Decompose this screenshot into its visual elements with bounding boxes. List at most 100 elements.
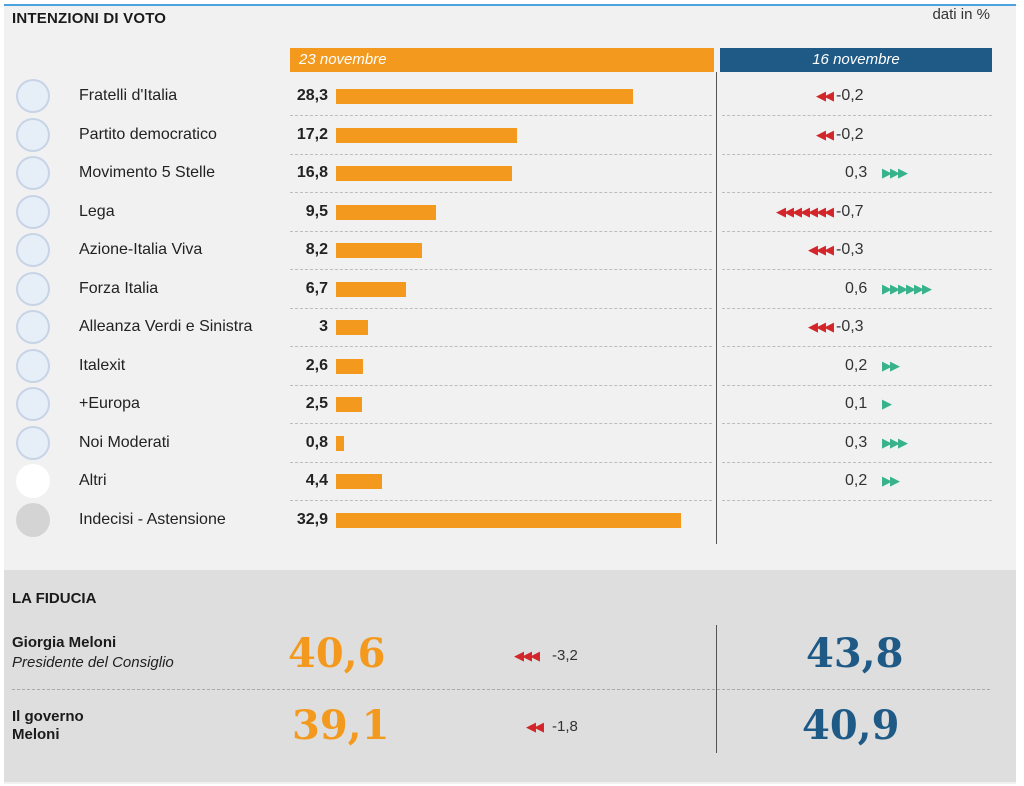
- noi-moderati-logo: [16, 425, 50, 460]
- change-value: 0,3: [845, 433, 868, 451]
- row-separator: [290, 384, 712, 386]
- row-separator: [722, 269, 992, 270]
- fiducia-current-meloni: 40,6: [288, 630, 386, 677]
- party-row: Forza Italia 6,7 0,6 ▶▶▶▶▶▶: [0, 270, 1012, 309]
- bar: [336, 166, 513, 181]
- blank-white-circle: [16, 464, 50, 498]
- party-name: Azione-Italia Viva: [79, 241, 203, 258]
- party-value: 16,8: [296, 164, 328, 181]
- row-separator: [722, 307, 992, 309]
- lega-logo: [16, 194, 50, 229]
- bar: [336, 243, 423, 258]
- bar: [336, 474, 383, 489]
- alleanza-verdi-sinistra-logo: [16, 310, 50, 344]
- row-separator: [722, 384, 992, 386]
- previous-date-header: 16 novembre: [720, 48, 992, 72]
- piu-europa-logo: [16, 387, 50, 421]
- bar: [336, 512, 682, 528]
- italexit-logo: [16, 348, 50, 383]
- party-name: Indecisi - Astensione: [79, 510, 226, 528]
- party-row: Azione-Italia Viva 8,2 -0,3 ◀◀◀: [0, 231, 1012, 270]
- party-name: Italexit: [79, 356, 126, 374]
- row-separator: [290, 461, 712, 463]
- party-value: 2,6: [305, 356, 328, 374]
- row-separator: [290, 192, 712, 193]
- column-divider: [716, 72, 717, 544]
- party-row: Lega 9,5 -0,7 ◀◀◀◀◀◀◀: [0, 193, 1012, 232]
- party-row: Indecisi - Astensione 32,9: [0, 501, 1012, 539]
- party-value: 28,3: [296, 87, 328, 104]
- row-separator: [722, 461, 992, 463]
- row-separator: [290, 307, 712, 309]
- party-value: 9,5: [305, 202, 328, 220]
- row-separator: [290, 423, 712, 424]
- fiducia-name-meloni: Giorgia Meloni: [12, 634, 117, 651]
- fiducia-name-governo-line1: Il governo: [12, 708, 84, 725]
- down-arrows-icon: ◀◀◀: [808, 242, 834, 257]
- row-separator: [722, 115, 992, 116]
- party-name: Fratelli d'Italia: [79, 87, 178, 104]
- down-arrows-icon: ◀◀◀◀◀◀◀: [776, 203, 834, 219]
- fiducia-down-arrows-governo: ◀◀: [526, 719, 544, 734]
- change-value: -0,7: [836, 202, 864, 220]
- fiducia-section: [4, 570, 1016, 782]
- row-separator: [290, 115, 712, 116]
- change-value: -0,3: [836, 318, 864, 335]
- fiducia-change-meloni: -3,2: [552, 647, 578, 664]
- party-row: Fratelli d'Italia 28,3 -0,2 ◀◀: [0, 77, 1012, 116]
- party-name: Movimento 5 Stelle: [79, 164, 216, 181]
- up-arrows-icon: ▶: [882, 396, 892, 411]
- party-row: Noi Moderati 0,8 0,3 ▶▶▶: [0, 424, 1012, 463]
- up-arrows-icon: ▶▶▶: [882, 165, 908, 180]
- forza-italia-logo: [16, 271, 50, 306]
- unit-note: dati in %: [932, 6, 990, 23]
- chart-title: INTENZIONI DI VOTO: [12, 10, 167, 27]
- fiducia-name-governo-line2: Meloni: [12, 726, 60, 743]
- party-name: Partito democratico: [79, 125, 217, 143]
- row-separator: [722, 500, 992, 501]
- fiducia-title: LA FIDUCIA: [12, 590, 97, 607]
- party-row: Movimento 5 Stelle 16,8 0,3 ▶▶▶: [0, 154, 1012, 193]
- party-name: Lega: [79, 202, 115, 220]
- party-row: Italexit 2,6 0,2 ▶▶: [0, 347, 1012, 386]
- party-row: Partito democratico 17,2 -0,2 ◀◀: [0, 116, 1012, 155]
- down-arrows-icon: ◀◀◀: [808, 319, 834, 334]
- up-arrows-icon: ▶▶: [882, 357, 900, 373]
- party-value: 0,8: [305, 433, 328, 451]
- row-separator: [722, 230, 992, 232]
- party-row: Altri 4,4 0,2 ▶▶: [0, 462, 1012, 501]
- party-value: 32,9: [296, 510, 328, 528]
- party-name: Forza Italia: [79, 279, 159, 297]
- down-arrows-icon: ◀◀: [816, 88, 834, 103]
- row-separator: [290, 500, 712, 501]
- movimento-5-stelle-logo: [16, 156, 50, 190]
- bar: [336, 204, 436, 220]
- blank-gray-circle: [16, 502, 50, 537]
- party-value: 17,2: [296, 125, 328, 143]
- fiducia-previous-meloni: 43,8: [806, 630, 904, 677]
- change-value: 0,2: [845, 356, 868, 374]
- party-name: Altri: [79, 472, 107, 489]
- down-arrows-icon: ◀◀: [816, 126, 834, 142]
- row-separator: [722, 153, 992, 155]
- bar: [336, 358, 364, 374]
- fiducia-previous-governo: 40,9: [802, 702, 900, 749]
- change-value: 0,2: [845, 472, 868, 489]
- bar: [336, 435, 345, 451]
- row-separator: [722, 192, 992, 193]
- change-value: 0,3: [845, 164, 868, 181]
- bar: [336, 89, 634, 104]
- fiducia-current-governo: 39,1: [292, 702, 390, 749]
- party-name: Noi Moderati: [79, 433, 170, 451]
- party-value: 4,4: [305, 472, 328, 489]
- party-value: 8,2: [305, 241, 328, 258]
- fiducia-role-meloni: Presidente del Consiglio: [12, 654, 174, 671]
- bar: [336, 397, 363, 412]
- row-separator: [722, 423, 992, 424]
- row-separator: [290, 153, 712, 155]
- fiducia-change-governo: -1,8: [552, 718, 578, 735]
- change-value: 0,6: [845, 279, 868, 297]
- partito-democratico-logo: [16, 117, 50, 152]
- change-value: -0,3: [836, 241, 864, 258]
- azione-italia-viva-logo: [16, 233, 50, 267]
